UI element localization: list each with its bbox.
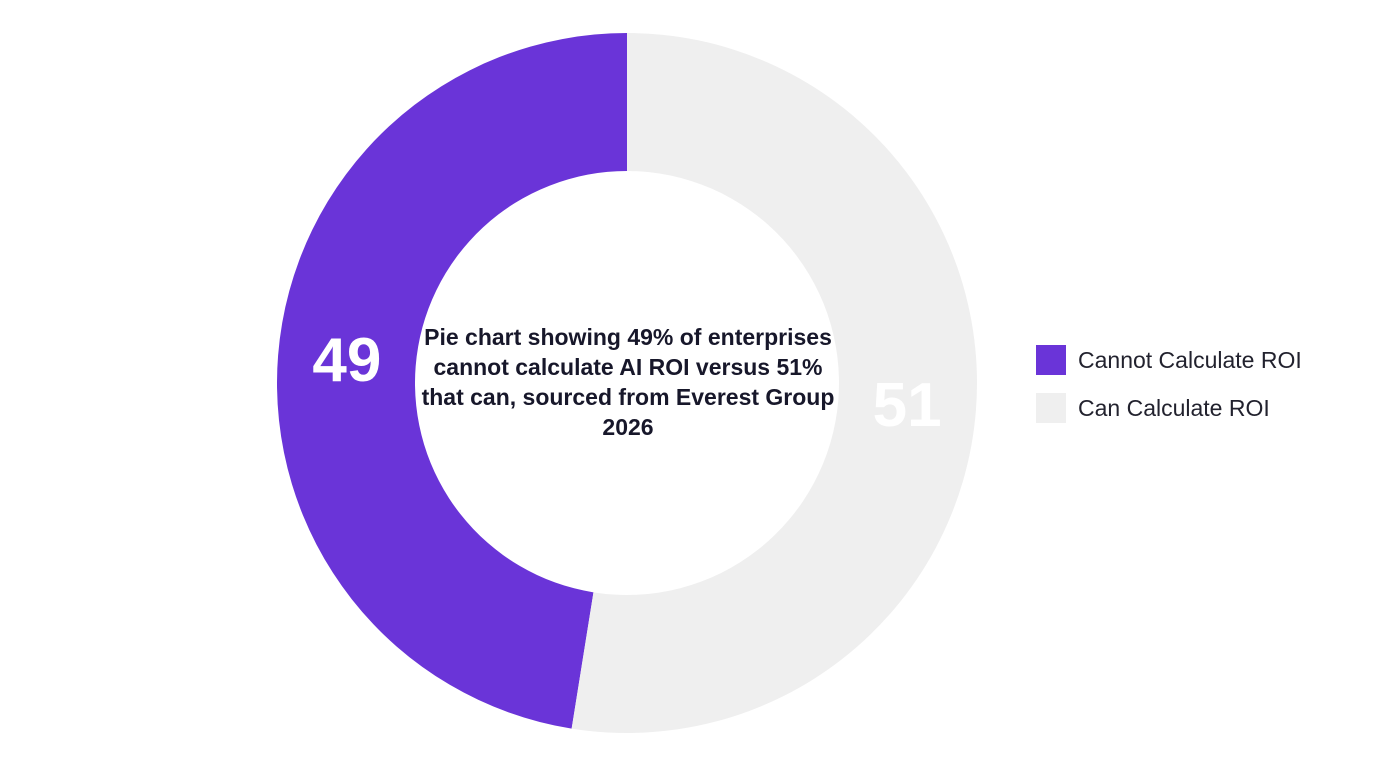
legend-item-can-calculate-roi: Can Calculate ROI [1036,392,1302,424]
data-label-can-calculate-roi: 51 [873,371,942,440]
legend: Cannot Calculate ROI Can Calculate ROI [1036,344,1302,440]
legend-swatch-cannot-calculate-roi [1036,345,1066,375]
pie-slice-cannot-calculate-roi [276,33,627,729]
legend-item-cannot-calculate-roi: Cannot Calculate ROI [1036,344,1302,376]
legend-swatch-can-calculate-roi [1036,393,1066,423]
data-label-cannot-calculate-roi: 49 [312,326,381,395]
legend-label: Can Calculate ROI [1078,394,1270,421]
pie-slice-can-calculate-roi [571,33,977,734]
legend-label: Cannot Calculate ROI [1078,346,1302,373]
chart-title: Pie chart showing 49% of enterprises can… [421,324,835,440]
